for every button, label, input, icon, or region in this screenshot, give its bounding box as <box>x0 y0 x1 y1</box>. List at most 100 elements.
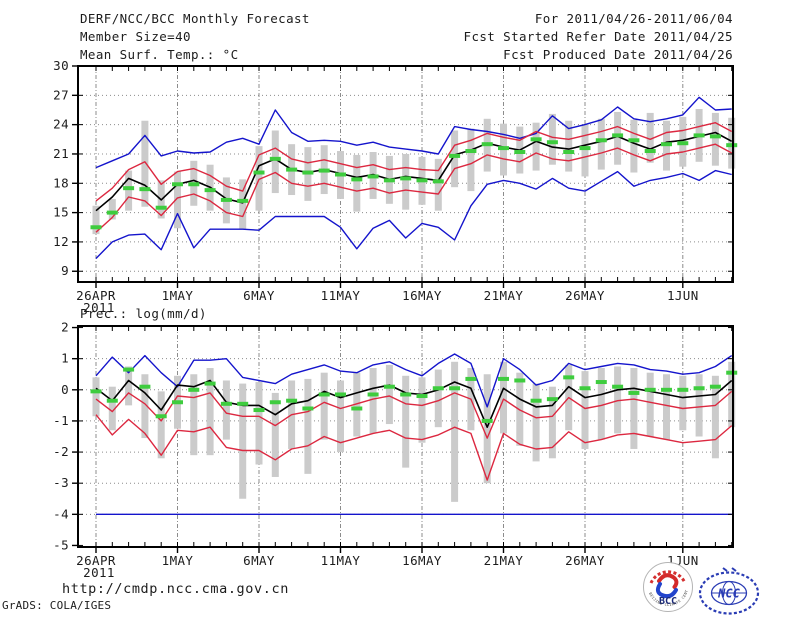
bcc-logo: BCC BEIJING CLIMATE CENTER <box>641 561 693 612</box>
x-tick-label: 11MAY <box>321 288 361 303</box>
ensemble-spread-bar <box>353 154 361 212</box>
y-tick-label: -5 <box>53 537 69 552</box>
y-tick-label: 0 <box>61 382 69 397</box>
source-url: http://cmdp.ncc.cma.gov.cn <box>62 581 289 597</box>
bcc-logo-blue-swirl <box>655 582 678 599</box>
y-tick-label: -4 <box>53 506 69 521</box>
x-tick-year-label: 2011 <box>83 300 115 315</box>
ensemble-spread-bar <box>451 361 459 502</box>
ensemble-spread-bar <box>222 380 230 440</box>
grads-credit: GrADS: COLA/IGES <box>2 599 112 612</box>
ncc-logo-meridian <box>722 581 736 605</box>
x-tick-label: 21MAY <box>484 288 524 303</box>
y-tick-label: 24 <box>53 117 69 132</box>
ensemble-spread-bar <box>630 368 638 449</box>
ensemble-spread-bar <box>548 386 556 459</box>
refer-date-label: Fcst Started Refer Date 2011/04/25 <box>463 29 733 44</box>
ensemble-spread-bar <box>711 112 719 166</box>
ensemble-spread-bar <box>190 374 198 456</box>
ensemble-spread-bar <box>125 170 133 211</box>
ensemble-spread-bar <box>434 369 442 428</box>
bcc-logo-top-arc-characters <box>649 570 687 584</box>
reference-dash-series <box>90 367 738 423</box>
ensemble-spread-bar <box>434 158 442 211</box>
ensemble-spread-bar <box>630 119 638 173</box>
ensemble-spread-bar <box>108 198 116 220</box>
x-tick-label: 1MAY <box>162 553 194 568</box>
y-axis: 30 27 24 21 18 15 12 9 <box>53 58 732 278</box>
x-tick-label: 1JUN <box>667 288 699 303</box>
ensemble-spread-bar <box>565 120 573 172</box>
ensemble-spread-bars <box>92 361 736 502</box>
ensemble-spread-bar <box>369 368 377 434</box>
ensemble-spread-bar <box>320 372 328 440</box>
ensemble-spread-bar <box>581 371 589 449</box>
forecast-range-label: For 2011/04/26-2011/06/04 <box>534 11 733 26</box>
precip-chart-title: Prec.: log(mm/d) <box>80 306 207 321</box>
ensemble-spread-bar <box>92 377 100 417</box>
ensemble-max-line <box>95 353 733 408</box>
ensemble-spread-bar <box>614 111 622 165</box>
ensemble-mean-line <box>95 379 733 429</box>
ensemble-spread-bar <box>239 383 247 499</box>
ensemble-spread-bar <box>532 122 540 171</box>
ensemble-spread-bar <box>500 361 507 434</box>
ensemble-spread-bars <box>92 109 736 235</box>
y-axis: 2 1 0 -1 -2 -3 -4 -5 <box>53 320 732 552</box>
y-tick-label: 1 <box>61 351 69 366</box>
reference-dash-series <box>90 133 738 230</box>
bcc-logo-red-swirl <box>657 573 679 589</box>
ensemble-spread-bar <box>141 374 149 439</box>
x-tick-label: 21MAY <box>484 553 524 568</box>
ensemble-spread-bar <box>271 392 279 477</box>
ensemble-spread-bar <box>418 377 426 443</box>
ncc-logo: NCC <box>698 567 760 615</box>
ensemble-spread-bar <box>451 130 459 188</box>
y-tick-label: 27 <box>53 87 69 102</box>
ensemble-spread-bar <box>174 171 181 229</box>
ensemble-spread-bar <box>108 386 116 431</box>
plot-frame <box>77 325 734 548</box>
ensemble-spread-bar <box>239 179 247 230</box>
y-tick-label: -1 <box>53 413 69 428</box>
temp-chart-title: Mean Surf. Temp.: °C <box>80 47 239 62</box>
ensemble-spread-bar <box>206 368 214 456</box>
y-tick-label: 9 <box>61 263 69 278</box>
y-tick-label: 21 <box>53 146 69 161</box>
x-tick-label: 26MAY <box>565 553 605 568</box>
daily-minor-ticks <box>95 67 733 281</box>
ensemble-spread-bar <box>125 366 133 406</box>
daily-minor-ticks <box>95 327 733 546</box>
y-tick-label: 30 <box>53 58 69 73</box>
ensemble-spread-bar <box>255 146 263 211</box>
mean-plus-std-line <box>95 121 733 202</box>
ensemble-spread-bar <box>402 153 410 210</box>
x-tick-label: 26APR <box>76 288 116 303</box>
ensemble-spread-bar <box>597 118 605 170</box>
ensemble-spread-bar <box>711 375 719 459</box>
ensemble-spread-bar <box>483 374 491 484</box>
x-tick-label: 6MAY <box>243 288 275 303</box>
ensemble-spread-bar <box>385 364 393 425</box>
ensemble-spread-bar <box>141 120 149 207</box>
ensemble-spread-bar <box>614 366 622 434</box>
x-tick-label: 11MAY <box>321 553 361 568</box>
mean-minus-std-line <box>95 414 733 481</box>
mean-minus-std-line <box>95 143 733 233</box>
member-size-label: Member Size=40 <box>80 29 191 44</box>
x-tick-label: 16MAY <box>402 553 442 568</box>
x-tick-label: 1MAY <box>162 288 194 303</box>
y-tick-label: 15 <box>53 205 69 220</box>
ensemble-spread-bar <box>157 391 165 459</box>
ensemble-spread-bar <box>92 205 100 235</box>
ensemble-mean-line <box>95 131 733 212</box>
x-tick-label: 6MAY <box>243 553 275 568</box>
ncc-logo-wreath <box>698 571 760 615</box>
ncc-logo-top-character-2 <box>731 567 737 572</box>
bcc-logo-text: BCC <box>659 596 677 607</box>
ensemble-spread-bar <box>679 375 687 431</box>
